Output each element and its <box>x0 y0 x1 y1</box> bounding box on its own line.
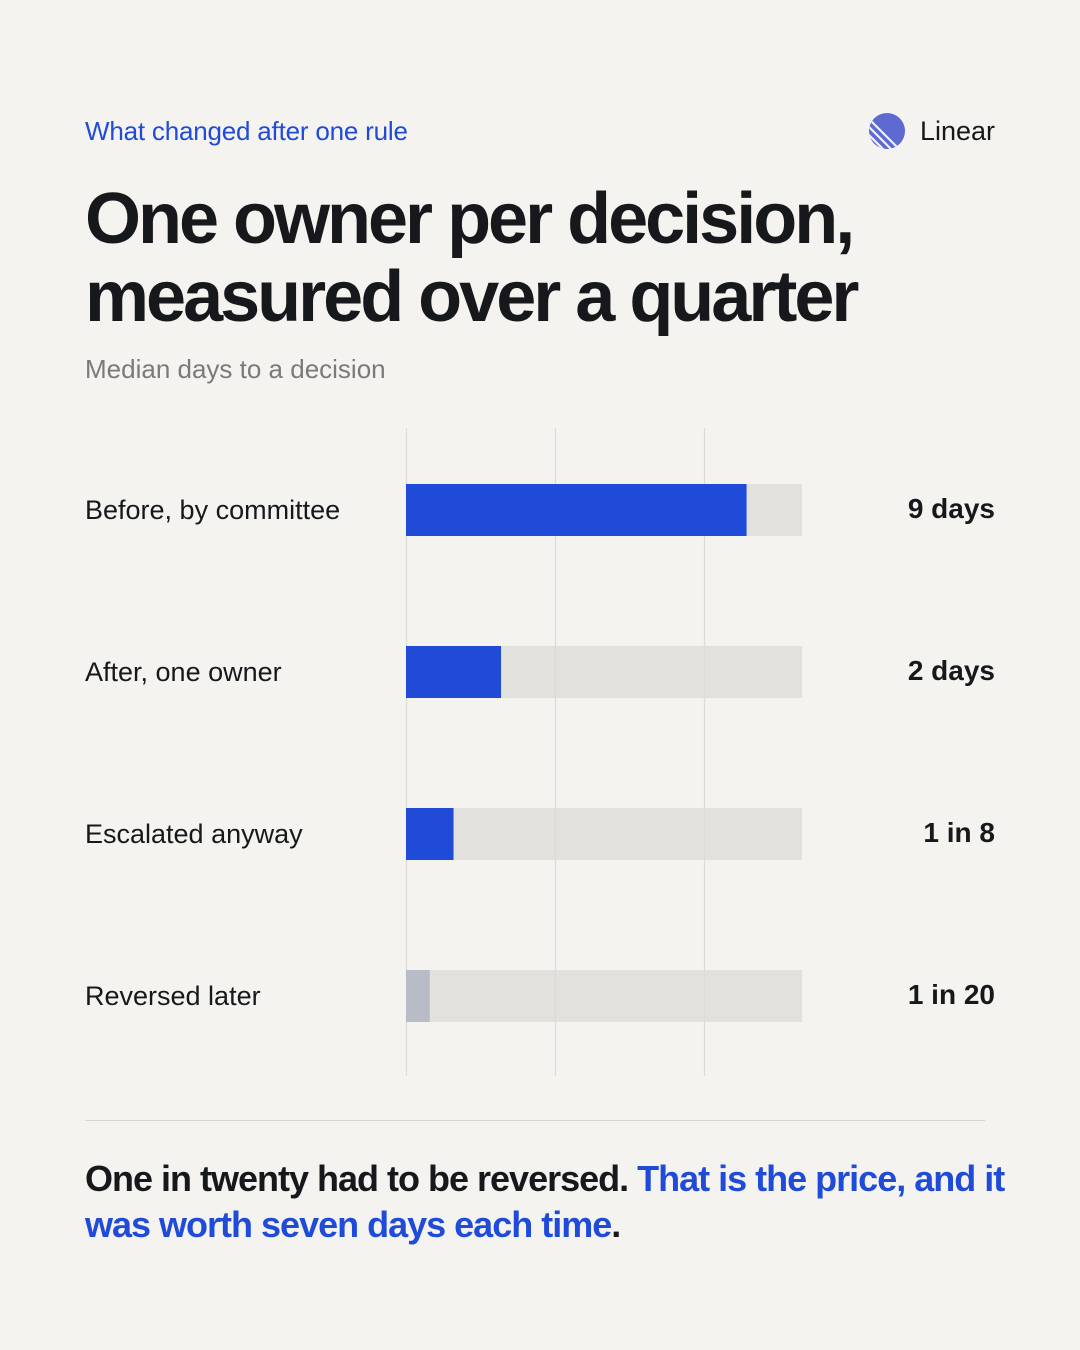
title-line-1: One owner per decision, <box>85 179 855 259</box>
value-label: 1 in 20 <box>908 979 995 1010</box>
category-label: Before, by committee <box>85 495 340 525</box>
bar <box>406 808 454 860</box>
divider <box>85 1120 985 1121</box>
bar-track <box>406 808 802 860</box>
bar <box>406 970 430 1022</box>
bar-track <box>406 970 802 1022</box>
eyebrow-label: What changed after one rule <box>85 116 408 146</box>
value-label: 9 days <box>908 493 995 524</box>
value-label: 2 days <box>908 655 995 686</box>
footer-end: . <box>611 1204 621 1245</box>
brand-name: Linear <box>919 115 995 146</box>
title-line-2: measured over a quarter <box>85 257 859 337</box>
category-label: Reversed later <box>85 981 261 1011</box>
category-label: Escalated anyway <box>85 819 303 849</box>
footer-highlight: That is the price, and it was worth seve… <box>85 1158 1005 1245</box>
category-label: After, one owner <box>85 657 282 687</box>
bar <box>406 484 747 536</box>
footer-plain: One in twenty had to be reversed. <box>85 1158 638 1199</box>
footer-text: One in twenty had to be reversed. That i… <box>85 1156 1005 1248</box>
brand: Linear <box>868 112 995 150</box>
bar <box>406 646 502 698</box>
value-label: 1 in 8 <box>923 817 995 848</box>
linear-logo-icon <box>868 113 905 149</box>
bar-chart: Before, by committee 9 days After, one own… <box>85 428 995 1076</box>
page-title: One owner per decision, measured over a … <box>85 179 859 337</box>
chart-subtitle: Median days to a decision <box>85 354 386 384</box>
